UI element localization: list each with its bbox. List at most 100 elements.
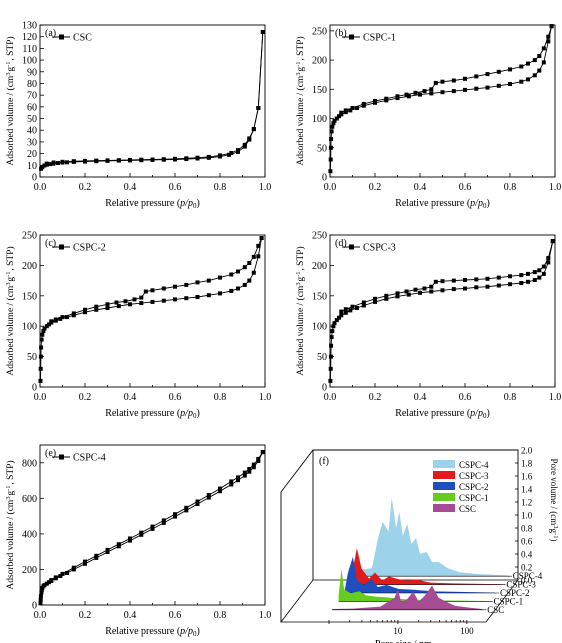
data-point xyxy=(49,319,54,324)
y-axis-label: Adsorbed volume / (cm3 g-1 , STP) xyxy=(5,246,16,375)
data-point xyxy=(526,61,530,66)
data-point xyxy=(422,286,427,291)
data-point xyxy=(218,153,222,158)
legend-marker xyxy=(349,34,354,40)
data-point xyxy=(532,278,537,282)
data-point xyxy=(508,82,512,86)
data-point xyxy=(218,486,222,491)
data-point xyxy=(332,118,337,123)
x-tick-label: 0.2 xyxy=(369,392,382,403)
data-point xyxy=(406,292,411,297)
data-point xyxy=(395,94,400,99)
data-point xyxy=(229,151,234,155)
data-point xyxy=(451,287,456,292)
x-tick-label: 0.0 xyxy=(324,392,337,403)
panel-letter: (e) xyxy=(45,448,56,459)
data-point xyxy=(440,288,445,293)
data-point xyxy=(329,343,334,348)
data-point xyxy=(440,279,445,284)
data-point xyxy=(184,156,189,161)
data-point xyxy=(474,285,479,290)
data-point xyxy=(139,157,144,162)
legend-marker xyxy=(59,454,64,460)
data-point xyxy=(83,307,87,312)
x-tick-label: 0.8 xyxy=(504,392,517,403)
y-tick-label: 80 xyxy=(27,79,37,90)
z-tick-label: 1.8 xyxy=(521,459,533,469)
data-point xyxy=(485,85,490,90)
data-point xyxy=(206,493,211,498)
x-tick-label: 1.0 xyxy=(549,392,562,403)
data-point xyxy=(418,92,422,97)
x-tick-label: 0.6 xyxy=(459,392,472,403)
data-point xyxy=(406,94,411,99)
data-point xyxy=(184,508,189,513)
x-tick-label: 0.8 xyxy=(214,610,227,621)
data-point xyxy=(463,286,467,291)
data-point xyxy=(173,284,177,289)
y-axis-label: Adsorbed volume / (cm3 g-1 , STP) xyxy=(5,460,16,589)
pore-distribution-cspc-3 xyxy=(351,548,502,585)
legend-label: CSPC-2 xyxy=(459,482,489,492)
z-tick-label: 0.0 xyxy=(521,576,533,586)
data-point xyxy=(150,524,155,529)
data-point xyxy=(116,158,121,163)
data-point xyxy=(537,268,542,273)
x-axis-label: Pore size / nm xyxy=(375,639,432,643)
y-tick-label: 110 xyxy=(22,44,37,55)
data-point xyxy=(537,54,542,58)
slice-label-cspc-3: CSPC-3 xyxy=(506,580,536,590)
data-point xyxy=(150,526,155,531)
y-tick-label: 30 xyxy=(27,137,37,148)
data-point xyxy=(128,302,132,307)
data-point xyxy=(485,284,490,289)
data-point xyxy=(331,121,336,126)
data-point xyxy=(58,316,63,321)
data-point xyxy=(38,594,43,599)
data-point xyxy=(247,136,252,141)
adsorption-branch-line xyxy=(329,241,554,381)
data-point xyxy=(251,127,256,132)
data-point xyxy=(451,278,456,283)
x-tick-label: 10 xyxy=(393,626,403,636)
y-tick-label: 50 xyxy=(27,352,37,363)
x-tick-label: 0.6 xyxy=(169,392,182,403)
data-point xyxy=(413,90,418,95)
data-point xyxy=(433,80,438,85)
data-point xyxy=(44,161,49,166)
data-point xyxy=(105,547,110,552)
data-point xyxy=(429,91,434,96)
data-point xyxy=(384,296,389,301)
data-point xyxy=(161,157,166,162)
data-point xyxy=(48,162,53,167)
data-point xyxy=(47,322,51,327)
data-point xyxy=(132,297,137,302)
data-point xyxy=(395,291,400,296)
y-tick-label: 0 xyxy=(32,173,37,184)
y-tick-label: 100 xyxy=(312,322,327,333)
data-point xyxy=(546,34,551,39)
y-tick-label: 800 xyxy=(22,458,37,469)
data-point xyxy=(404,92,409,97)
data-point xyxy=(195,502,200,506)
data-point xyxy=(236,269,240,274)
data-point xyxy=(256,106,261,110)
x-tick-label: 1.0 xyxy=(259,182,272,193)
data-point xyxy=(123,299,128,304)
panel-3: 0.0 0.2 0.4 0.6 0.8 1.0 0 50 100 150 200 250 Relativ… xyxy=(295,231,561,421)
y-tick-label: 50 xyxy=(27,114,37,125)
y-axis-label: Adsorbed volume / (cm3 g-1 , STP) xyxy=(5,36,16,165)
data-point xyxy=(161,520,166,525)
data-point xyxy=(433,279,438,284)
data-point xyxy=(546,260,551,265)
legend-label: CSPC-1 xyxy=(459,493,489,503)
data-point xyxy=(94,304,99,309)
data-point xyxy=(139,301,144,306)
data-point xyxy=(60,571,65,576)
slice-label-cspc-1: CSPC-1 xyxy=(494,596,524,606)
panel-letter: (b) xyxy=(335,28,347,39)
data-point xyxy=(94,158,99,163)
x-tick-label: 1.0 xyxy=(259,392,272,403)
data-point xyxy=(519,281,524,285)
adsorption-branch-line xyxy=(40,237,263,381)
